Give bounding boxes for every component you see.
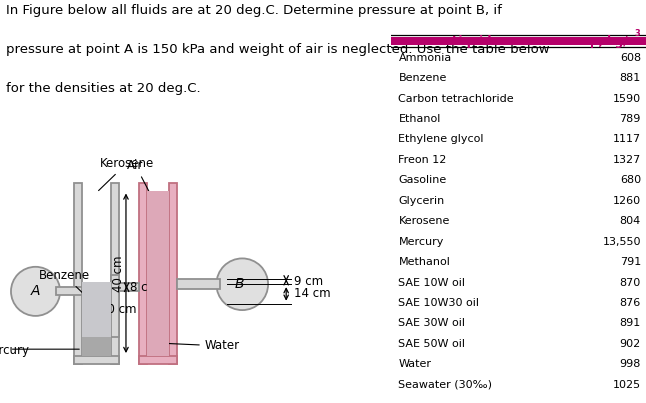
Bar (56, 287, 82, 295)
Text: Air: Air (127, 159, 157, 206)
Text: SAE 10W oil: SAE 10W oil (399, 278, 466, 288)
Text: 9 cm: 9 cm (294, 275, 323, 288)
Text: 680: 680 (620, 175, 641, 185)
Text: Ethylene glycol: Ethylene glycol (399, 135, 484, 144)
Text: 870: 870 (620, 278, 641, 288)
Text: for the densities at 20 deg.C.: for the densities at 20 deg.C. (6, 82, 201, 96)
Text: Mercury: Mercury (399, 237, 444, 247)
Text: 14 cm: 14 cm (294, 287, 331, 301)
Text: 1025: 1025 (613, 380, 641, 390)
Circle shape (216, 258, 268, 310)
Text: 804: 804 (620, 216, 641, 226)
Text: 1590: 1590 (613, 93, 641, 104)
Text: B: B (234, 277, 244, 291)
Bar (111, 183, 119, 364)
Text: 789: 789 (620, 114, 641, 124)
Text: 13,550: 13,550 (603, 237, 641, 247)
Text: Mercury: Mercury (0, 344, 30, 357)
Bar (391, 37, 646, 46)
Bar (111, 274, 119, 337)
Text: 902: 902 (620, 339, 641, 349)
Bar (74, 356, 119, 364)
Bar (82, 282, 111, 337)
Text: 1117: 1117 (613, 135, 641, 144)
Text: Methanol: Methanol (399, 257, 450, 267)
Text: 998: 998 (620, 359, 641, 370)
Text: Benzene: Benzene (399, 73, 447, 83)
Bar (139, 356, 177, 364)
Text: 891: 891 (620, 318, 641, 328)
Text: Carbon tetrachloride: Carbon tetrachloride (399, 93, 514, 104)
Text: 20 cm: 20 cm (101, 303, 137, 316)
Bar (147, 191, 169, 356)
Text: Benzene: Benzene (39, 269, 94, 304)
Text: Seawater (30‰): Seawater (30‰) (399, 380, 492, 390)
Text: In Figure below all fluids are at 20 deg.C. Determine pressure at point B, if: In Figure below all fluids are at 20 deg… (6, 4, 503, 17)
Circle shape (11, 267, 60, 316)
Text: SAE 50W oil: SAE 50W oil (399, 339, 466, 349)
Text: 3: 3 (634, 29, 640, 38)
Text: Liquid: Liquid (452, 35, 493, 48)
Bar (119, 283, 139, 291)
Text: SAE 30W oil: SAE 30W oil (399, 318, 466, 328)
Text: Ethanol: Ethanol (399, 114, 441, 124)
Text: pressure at point A is 150 kPa and weight of air is neglected. Use the table bel: pressure at point A is 150 kPa and weigh… (6, 43, 550, 56)
Bar (169, 183, 177, 364)
Text: A: A (31, 285, 40, 298)
Text: Kerosene: Kerosene (99, 157, 154, 191)
Text: Kerosene: Kerosene (399, 216, 450, 226)
Text: Water: Water (399, 359, 432, 370)
Bar (177, 279, 220, 289)
Text: Gasoline: Gasoline (399, 175, 447, 185)
Text: 1260: 1260 (613, 196, 641, 206)
Text: Glycerin: Glycerin (399, 196, 444, 206)
Text: 8 cm: 8 cm (130, 280, 159, 294)
Text: Ammonia: Ammonia (399, 53, 452, 63)
Text: 40 cm: 40 cm (112, 255, 125, 291)
Text: Freon 12: Freon 12 (399, 155, 447, 165)
Bar (74, 183, 82, 364)
Text: 876: 876 (620, 298, 641, 308)
Text: Water: Water (161, 339, 240, 353)
Text: ρ, kg/m: ρ, kg/m (590, 35, 640, 48)
Text: 791: 791 (620, 257, 641, 267)
Bar (139, 183, 147, 364)
Bar (82, 337, 111, 356)
Text: SAE 10W30 oil: SAE 10W30 oil (399, 298, 479, 308)
Text: 608: 608 (620, 53, 641, 63)
Text: 1327: 1327 (612, 155, 641, 165)
Text: 881: 881 (620, 73, 641, 83)
